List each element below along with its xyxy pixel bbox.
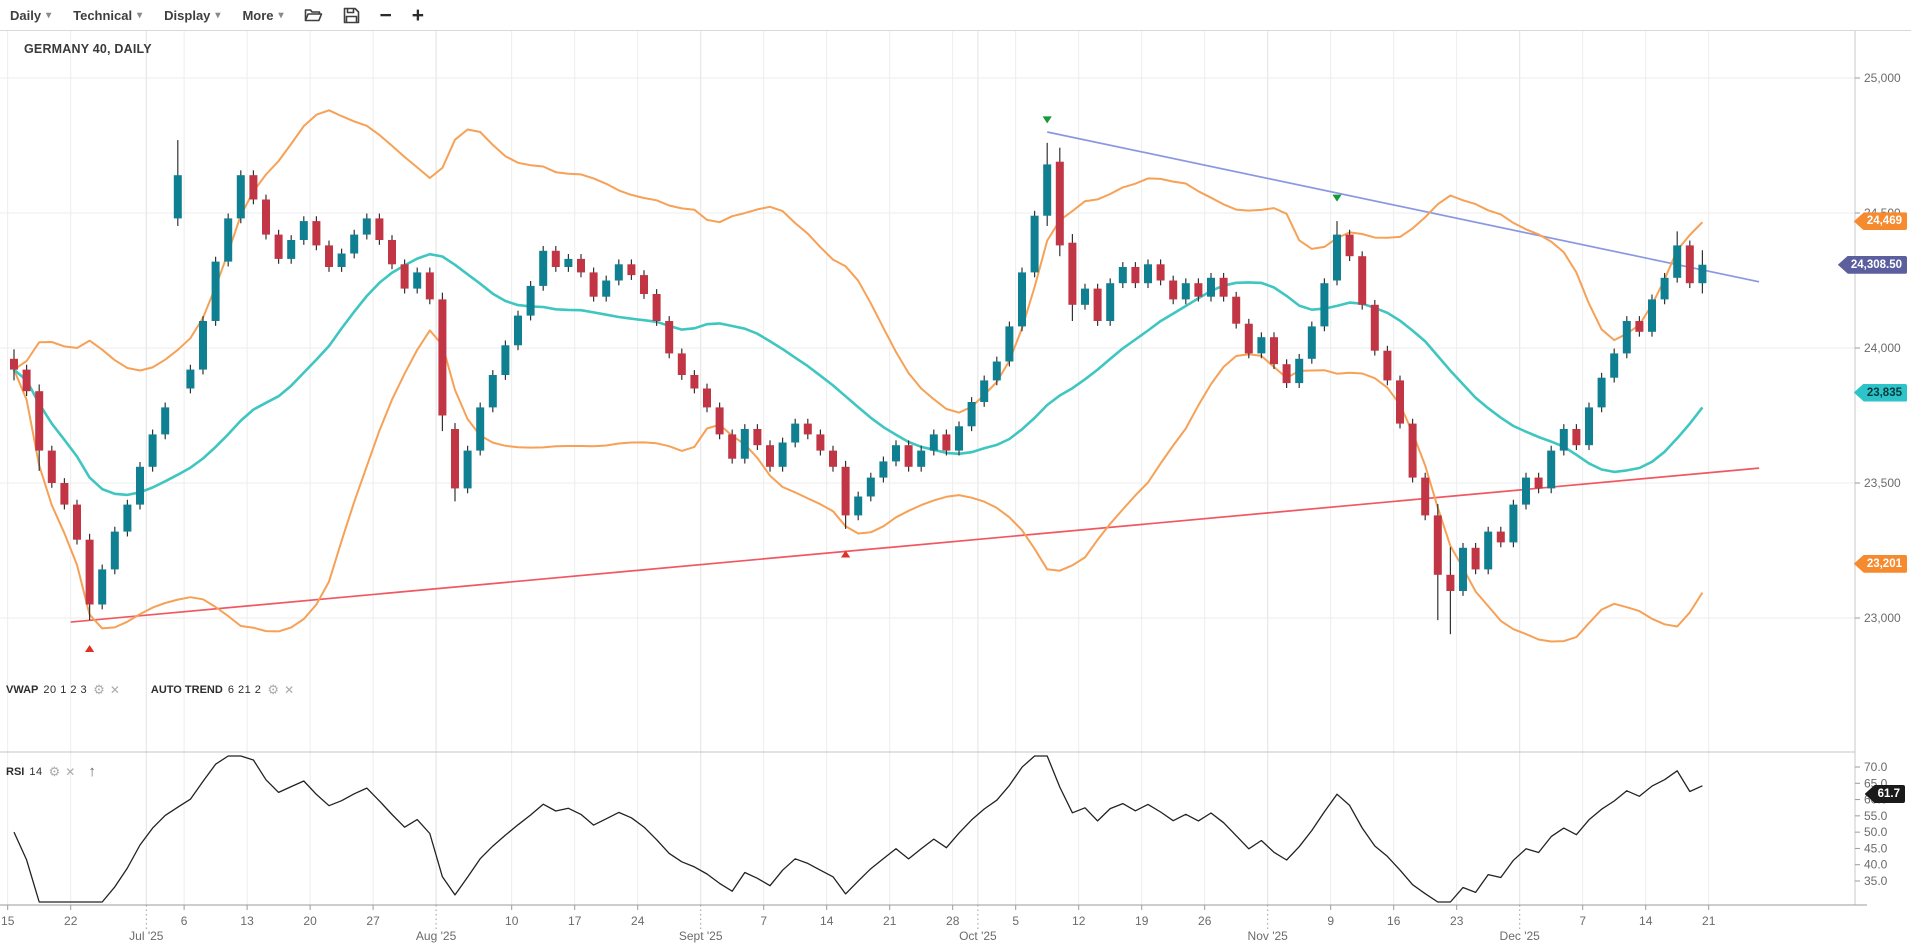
month-axis-label: Aug '25: [416, 929, 457, 943]
month-axis-label: Sept '25: [679, 929, 723, 943]
chevron-down-icon: ▾: [137, 9, 143, 21]
chevron-down-icon: ▾: [278, 9, 284, 21]
axis-tick-label: 35.0: [1864, 874, 1888, 888]
gear-icon[interactable]: ⚙: [48, 763, 61, 779]
lower-band-badge: 23,201: [1853, 554, 1907, 573]
auto-trend-params: 6 21 2: [227, 684, 262, 696]
axis-tick-label: 25,000: [1864, 71, 1901, 85]
week-axis-label: 21: [1702, 914, 1716, 928]
week-axis-label: 22: [64, 914, 78, 928]
minus-icon: −: [379, 3, 392, 27]
month-axis-label: Dec '25: [1500, 929, 1541, 943]
week-axis-label: 16: [1387, 914, 1401, 928]
chevron-down-icon: ▾: [215, 9, 221, 21]
rsi-params: 14: [29, 765, 43, 778]
week-axis-label: 23: [1450, 914, 1464, 928]
week-axis-label: 14: [1639, 914, 1653, 928]
vwap-params: 20 1 2 3: [43, 684, 88, 696]
week-axis-label: 17: [568, 914, 582, 928]
week-axis-label: 5: [1012, 914, 1019, 928]
rsi-panel-indicator-labels: RSI 14 ⚙ ✕ ↑: [6, 763, 96, 780]
menu-daily[interactable]: Daily ▾: [10, 8, 51, 23]
week-axis-label: 15: [1, 914, 15, 928]
rsi-badge: 61.7: [1864, 785, 1905, 804]
axis-tick-label: 70.0: [1864, 760, 1888, 774]
menu-display[interactable]: Display ▾: [164, 8, 220, 23]
zoom-in-button[interactable]: +: [412, 5, 424, 26]
axis-tick-label: 55.0: [1864, 809, 1888, 823]
menu-more[interactable]: More ▾: [242, 8, 283, 23]
upper-band-badge: 24,469: [1853, 212, 1907, 231]
menu-display-label: Display: [164, 7, 211, 23]
menu-more-label: More: [242, 7, 274, 23]
menu-technical[interactable]: Technical ▾: [73, 8, 142, 23]
month-axis-label: Oct '25: [959, 929, 997, 943]
chevron-down-icon: ▾: [46, 9, 52, 21]
week-axis-label: 10: [505, 914, 519, 928]
week-axis-label: 27: [366, 914, 380, 928]
axis-tick-label: 50.0: [1864, 825, 1888, 839]
zoom-out-button[interactable]: −: [380, 5, 392, 26]
page-title: GERMANY 40, DAILY: [24, 42, 152, 56]
rsi-name: RSI: [6, 765, 25, 778]
toolbar: Daily ▾ Technical ▾ Display ▾ More ▾: [0, 0, 1911, 31]
week-axis-label: 26: [1198, 914, 1212, 928]
axis-tick-label: 40.0: [1864, 858, 1888, 872]
month-axis-label: Jul '25: [129, 929, 164, 943]
week-axis-label: 20: [303, 914, 317, 928]
axis-tick-label: 23,000: [1864, 611, 1901, 625]
week-axis-label: 14: [820, 914, 834, 928]
vwap-name: VWAP: [6, 684, 39, 696]
axis-tick-label: 45.0: [1864, 841, 1888, 855]
save-icon[interactable]: [343, 7, 360, 24]
rsi-indicator-label: RSI 14 ⚙ ✕: [6, 764, 80, 780]
auto-trend-indicator-label: AUTO TREND 6 21 2 ⚙ ✕: [151, 682, 299, 698]
week-axis-label: 19: [1135, 914, 1149, 928]
week-axis-label: 7: [1579, 914, 1586, 928]
week-axis-label: 24: [631, 914, 645, 928]
week-axis-label: 13: [240, 914, 254, 928]
axis-tick-label: 23,500: [1864, 476, 1901, 490]
open-folder-icon[interactable]: [304, 7, 323, 23]
month-axis-label: Nov '25: [1248, 929, 1289, 943]
axis-tick-label: 24,000: [1864, 341, 1901, 355]
week-axis-label: 7: [760, 914, 767, 928]
vwap-badge: 23,835: [1853, 383, 1907, 402]
menu-daily-label: Daily: [10, 7, 42, 23]
close-icon[interactable]: ✕: [284, 683, 295, 697]
vwap-indicator-label: VWAP 20 1 2 3 ⚙ ✕: [6, 682, 125, 698]
close-icon[interactable]: ✕: [65, 764, 76, 779]
main-panel-indicator-labels: VWAP 20 1 2 3 ⚙ ✕ AUTO TREND 6 21 2 ⚙ ✕: [6, 682, 325, 698]
week-axis-label: 28: [946, 914, 960, 928]
last-price-badge: 24,308.50: [1837, 255, 1907, 274]
move-panel-up-icon[interactable]: ↑: [88, 763, 96, 780]
plus-icon: +: [411, 3, 425, 27]
auto-trend-name: AUTO TREND: [150, 684, 223, 696]
week-axis-label: 6: [181, 914, 188, 928]
week-axis-label: 9: [1327, 914, 1334, 928]
gear-icon[interactable]: ⚙: [267, 682, 280, 697]
gear-icon[interactable]: ⚙: [93, 682, 105, 697]
close-icon[interactable]: ✕: [109, 683, 120, 697]
week-axis-label: 12: [1072, 914, 1086, 928]
week-axis-label: 21: [883, 914, 897, 928]
menu-technical-label: Technical: [73, 7, 133, 23]
